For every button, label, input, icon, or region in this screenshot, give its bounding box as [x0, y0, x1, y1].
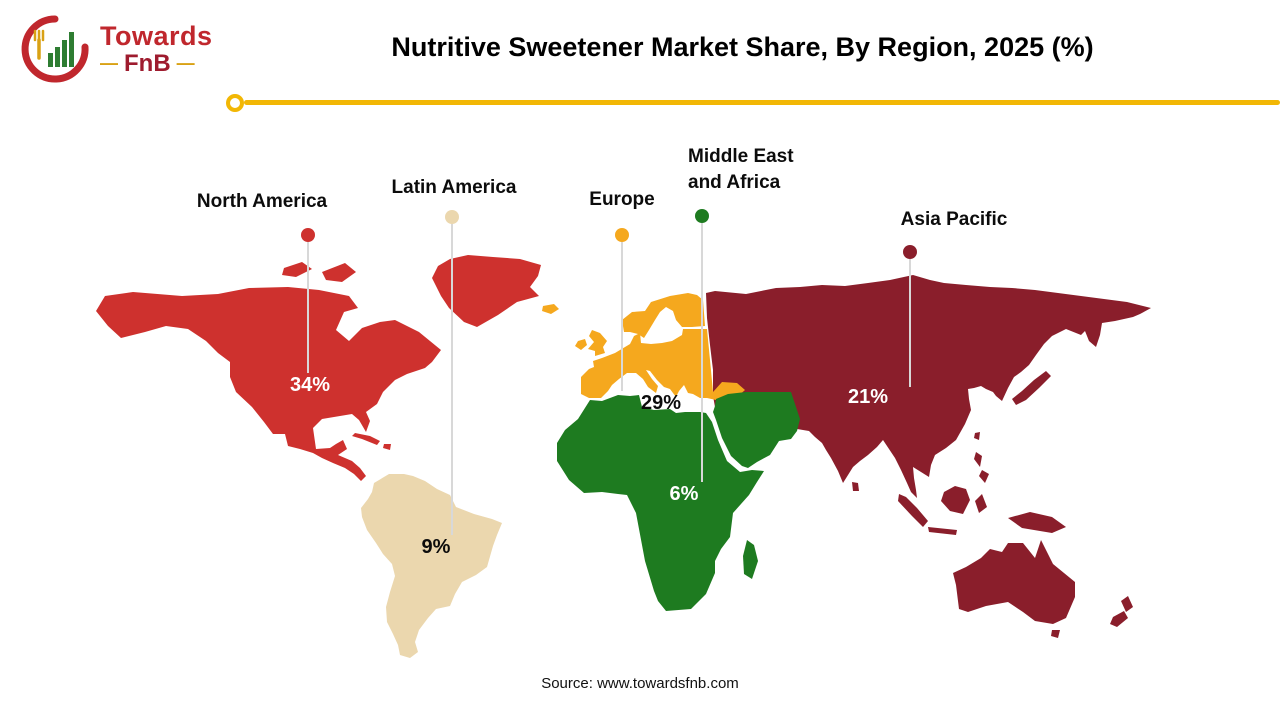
logo-right-dash: —: [176, 52, 195, 73]
map-region-latin-america: [361, 474, 502, 658]
bar-chart-icon: [48, 32, 74, 67]
source-attribution: Source: www.towardsfnb.com: [541, 675, 739, 692]
brand-logo-icon: [21, 15, 89, 83]
map-tasmania: [1051, 630, 1060, 638]
map-great-britain: [588, 330, 607, 356]
dot-middle-east-africa: [695, 209, 709, 223]
map-philippines-north: [974, 452, 982, 467]
dot-asia-pacific: [903, 245, 917, 259]
map-arctic-island-west: [282, 262, 312, 277]
leader-lines: [307, 223, 911, 535]
map-region-europe: [542, 293, 745, 400]
map-new-guinea: [1008, 512, 1066, 533]
brand-logo-text: Towards — FnB —: [100, 22, 213, 76]
value-label-europe: 29%: [640, 392, 682, 414]
value-label-asia-pacific: 21%: [847, 386, 889, 408]
region-label-middle-east-africa: Middle East and Africa: [688, 146, 794, 193]
region-label-asia-pacific: Asia Pacific: [900, 209, 1008, 230]
map-region-middle-east-africa: [557, 392, 800, 611]
dot-north-america: [301, 228, 315, 242]
map-java: [928, 527, 957, 535]
map-ireland: [575, 339, 587, 350]
value-label-latin-america: 9%: [421, 536, 451, 558]
title-underline: [244, 100, 1280, 105]
fork-icon: [33, 29, 45, 60]
dot-latin-america: [445, 210, 459, 224]
map-scandinavia: [622, 293, 705, 338]
region-label-europe: Europe: [589, 189, 655, 210]
map-cuba: [352, 433, 380, 445]
region-label-latin-america: Latin America: [391, 177, 517, 198]
map-sumatra: [898, 494, 928, 527]
map-japan: [1012, 371, 1051, 405]
value-label-north-america: 34%: [289, 374, 331, 396]
map-africa: [557, 395, 764, 611]
map-new-zealand-north: [1121, 596, 1133, 612]
brand-logo: Towards — FnB —: [20, 14, 213, 84]
map-region-asia-pacific: [706, 275, 1151, 638]
map-borneo: [941, 486, 970, 514]
brand-name-fnb: FnB: [124, 49, 171, 77]
map-region-north-america: [96, 255, 541, 481]
dot-europe: [615, 228, 629, 242]
value-label-middle-east-africa: 6%: [669, 483, 699, 505]
page-title: Nutritive Sweetener Market Share, By Reg…: [391, 32, 1094, 62]
map-asia-mainland: [706, 275, 1151, 498]
map-madagascar: [743, 540, 758, 579]
brand-name-top: Towards: [100, 21, 213, 52]
map-philippines-south: [979, 470, 989, 483]
map-north-america-mainland: [96, 287, 441, 481]
map-arabia-middle-east: [713, 392, 800, 468]
map-australia: [953, 540, 1075, 624]
map-taiwan: [974, 432, 980, 440]
region-label-north-america: North America: [196, 191, 328, 212]
logo-left-dash: —: [100, 52, 118, 73]
map-arctic-island-east: [322, 263, 356, 282]
map-greenland: [432, 255, 541, 327]
map-hispaniola: [383, 444, 391, 450]
leader-dots: [301, 209, 917, 259]
title-underline-ring-icon: [226, 94, 244, 112]
map-iceland: [542, 304, 559, 314]
brand-name-bottom: — FnB —: [100, 49, 213, 77]
map-sri-lanka: [852, 482, 859, 491]
map-new-zealand-south: [1110, 611, 1128, 627]
map-south-america: [361, 474, 502, 658]
logo-swoosh-icon: [21, 15, 89, 83]
map-europe-mainland: [581, 329, 745, 400]
map-sulawesi: [975, 494, 987, 513]
